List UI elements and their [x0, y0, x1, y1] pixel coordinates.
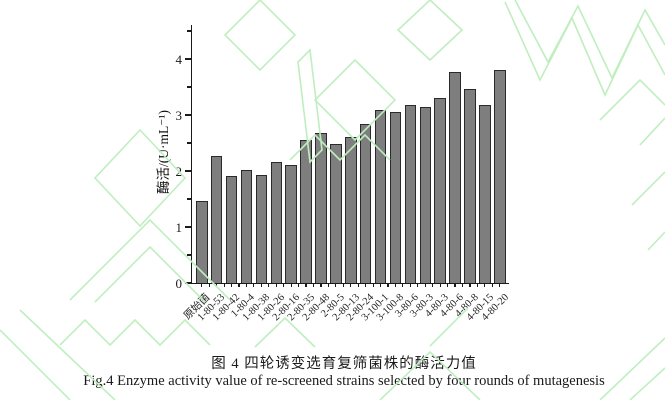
x-major-tick [320, 283, 322, 287]
x-minor-tick [327, 283, 329, 287]
x-major-tick [275, 283, 277, 287]
x-major-tick [424, 283, 426, 287]
x-major-tick [260, 283, 262, 287]
y-tick-label: 1 [175, 219, 183, 235]
x-major-tick [469, 283, 471, 287]
x-minor-tick [223, 283, 225, 287]
y-minor-tick [187, 142, 191, 144]
x-major-tick [454, 283, 456, 287]
x-major-tick [379, 283, 382, 287]
x-major-tick [484, 283, 486, 287]
bar-1-80-38 [255, 175, 268, 283]
bar-原始菌 [196, 201, 208, 283]
x-minor-tick [372, 283, 374, 287]
x-minor-tick [342, 283, 344, 287]
bar-2-80-5 [330, 143, 342, 283]
x-minor-tick [432, 283, 434, 287]
plot-area [185, 25, 509, 287]
bar-1-80-26 [270, 162, 282, 283]
x-minor-tick [402, 283, 404, 287]
x-minor-tick [312, 283, 315, 287]
x-major-tick [409, 283, 411, 287]
bar-3-100-8 [389, 111, 402, 283]
x-major-tick [365, 283, 367, 287]
x-minor-tick [238, 283, 240, 287]
bar-2-80-13 [345, 137, 357, 283]
x-minor-tick [357, 283, 359, 287]
figure-caption-en: Fig.4 Enzyme activity value of re-screen… [83, 373, 605, 389]
x-minor-tick [491, 283, 493, 287]
x-minor-tick [387, 283, 389, 287]
x-major-tick [350, 283, 352, 287]
x-major-tick [245, 283, 248, 287]
y-major-tick [185, 114, 191, 116]
y-tick-label: 3 [175, 107, 183, 123]
x-major-tick [499, 283, 501, 287]
y-minor-tick [187, 30, 191, 32]
bar-2-80-48 [315, 133, 327, 283]
x-minor-tick [268, 283, 270, 287]
x-major-tick [394, 283, 397, 287]
x-major-tick [201, 283, 203, 287]
y-minor-tick [187, 198, 191, 200]
bar-1-80-53 [210, 156, 223, 283]
bar-4-80-15 [479, 104, 491, 283]
y-major-tick [185, 226, 191, 228]
y-major-tick [185, 58, 191, 60]
x-minor-tick [461, 283, 464, 287]
bar-3-80-6 [404, 105, 417, 283]
figure-caption-zh: 图 4 四轮诱变选育复筛菌株的酶活力值 [211, 356, 477, 372]
x-minor-tick [253, 283, 255, 287]
bar-4-80-20 [494, 70, 506, 283]
bar-1-80-42 [225, 176, 238, 283]
x-major-tick [439, 283, 441, 287]
bar-2-80-35 [300, 140, 312, 283]
x-minor-tick [417, 283, 419, 287]
bar-2-80-24 [359, 123, 372, 283]
bar-3-80-3 [419, 107, 431, 283]
bar-4-80-3 [434, 98, 446, 283]
x-major-tick [305, 283, 307, 287]
x-major-tick [335, 283, 337, 287]
x-minor-tick [298, 283, 300, 287]
x-minor-tick [447, 283, 449, 287]
bar-2-80-16 [285, 164, 297, 283]
y-major-tick [185, 282, 191, 284]
y-tick-label: 0 [175, 275, 183, 291]
y-major-tick [185, 170, 191, 172]
y-axis-title: 酶活/(U·mL⁻¹) [156, 110, 171, 194]
bar-4-80-8 [464, 89, 476, 283]
x-minor-tick [476, 283, 478, 287]
x-minor-tick [208, 283, 210, 287]
bar-3-100-1 [374, 109, 387, 283]
x-minor-tick [283, 283, 285, 287]
x-major-tick [230, 283, 233, 287]
bar-1-80-4 [240, 170, 253, 283]
y-minor-tick [187, 86, 191, 88]
y-minor-tick [187, 254, 191, 256]
bar-4-80-6 [449, 71, 461, 283]
x-major-tick [290, 283, 292, 287]
x-major-tick [216, 283, 218, 287]
y-tick-label: 4 [175, 51, 183, 67]
